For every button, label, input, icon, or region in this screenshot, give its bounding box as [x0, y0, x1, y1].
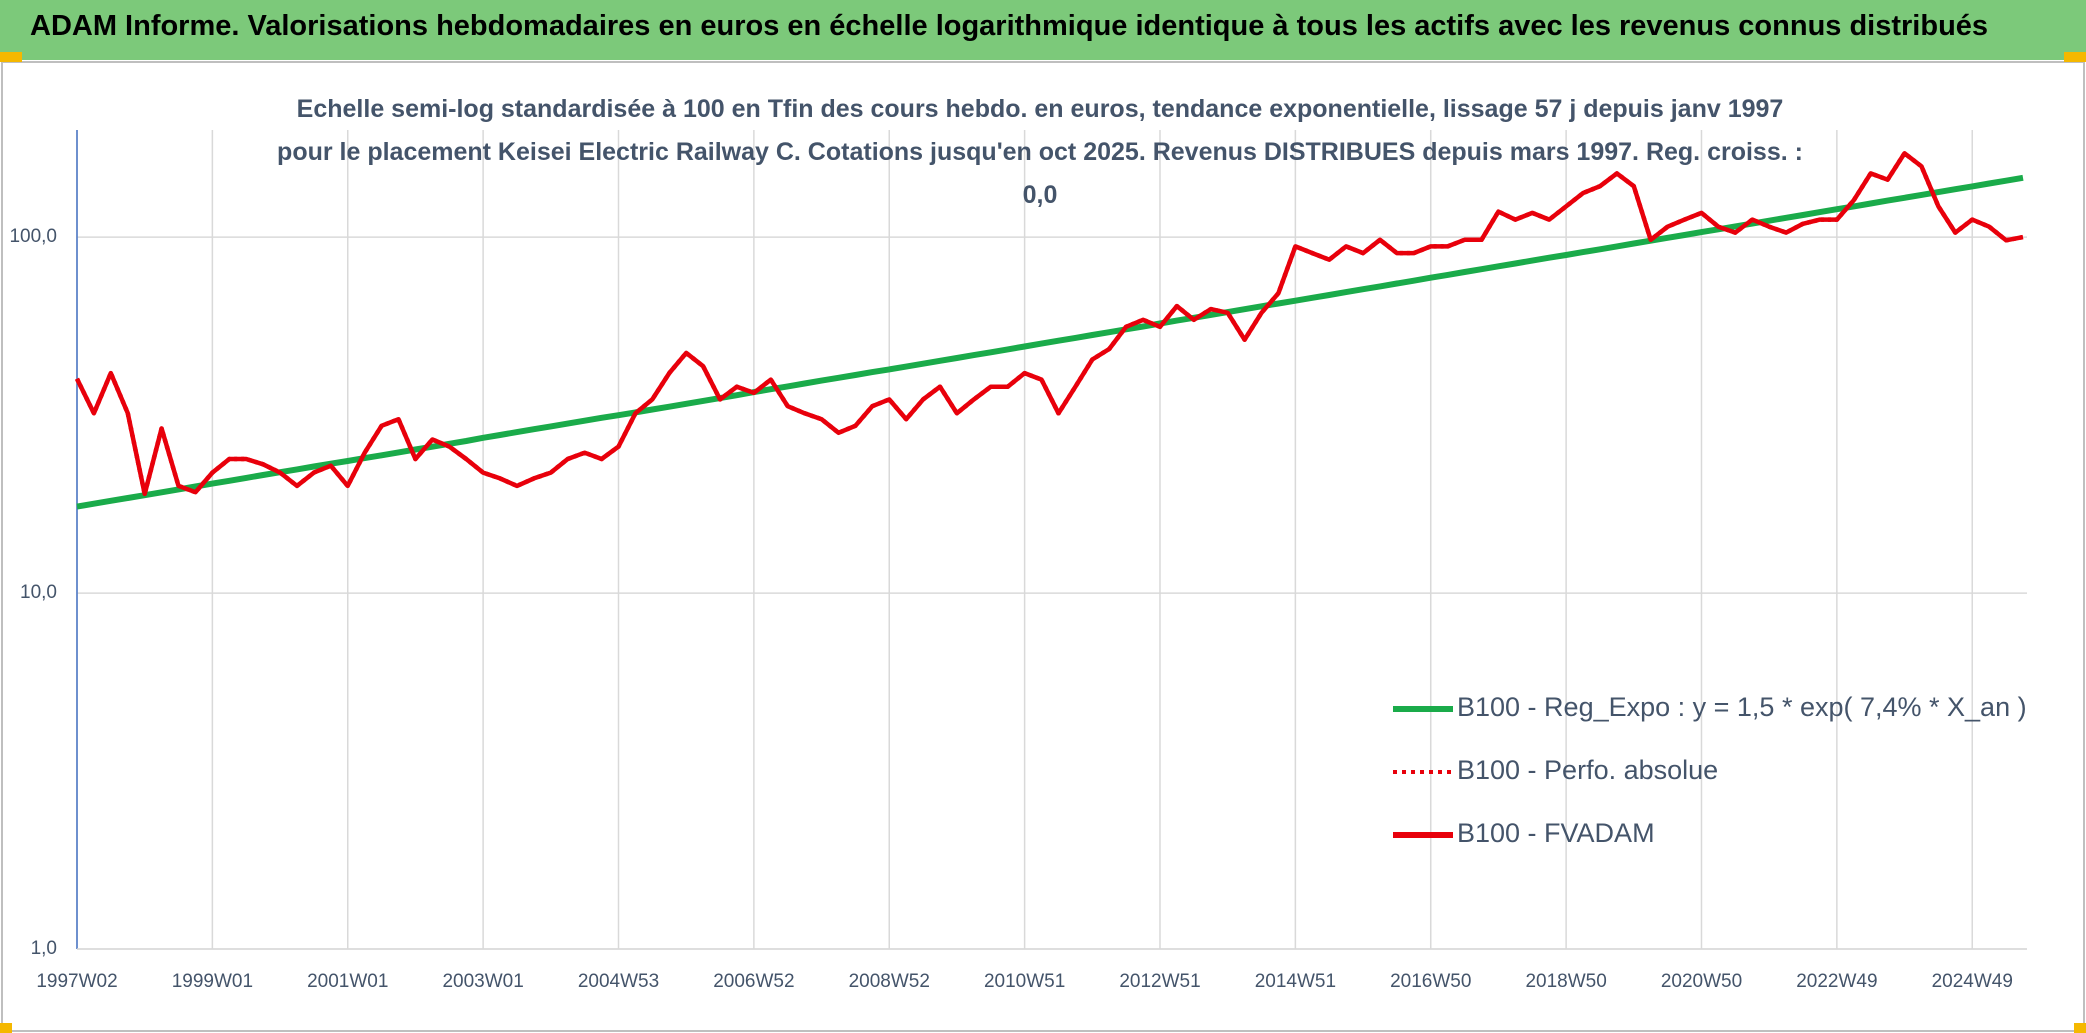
- x-tick-label: 2014W51: [1255, 971, 1336, 992]
- corner: [2074, 1023, 2086, 1033]
- x-tick-label: 2022W49: [1796, 971, 1877, 992]
- x-tick-label: 2006W52: [713, 971, 794, 992]
- chart-title: ADAM Informe. Valorisations hebdomadaire…: [30, 10, 1989, 42]
- chart-subtitle: Echelle semi-log standardisée à 100 en T…: [277, 95, 1803, 209]
- x-tick-label: 2020W50: [1661, 971, 1742, 992]
- y-tick-label: 100,0: [9, 226, 57, 247]
- header: ADAM Informe. Valorisations hebdomadaire…: [0, 0, 2086, 60]
- corner: [2064, 52, 2086, 62]
- x-tick-label: 2016W50: [1390, 971, 1471, 992]
- x-tick-label: 1999W01: [172, 971, 253, 992]
- x-tick-label: 2018W50: [1525, 971, 1606, 992]
- frame: [1, 61, 2085, 1032]
- x-tick-label: 2003W01: [442, 971, 523, 992]
- x-tick-label: 2010W51: [984, 971, 1065, 992]
- x-tick-label: 2001W01: [307, 971, 388, 992]
- series-line: [74, 151, 2024, 497]
- y-tick-label: 1,0: [31, 938, 57, 959]
- legend-label: B100 - FVADAM: [1457, 818, 1655, 848]
- x-tick-label: 2012W51: [1119, 971, 1200, 992]
- x-tick-label: 2008W52: [849, 971, 930, 992]
- x-tick-label: 2004W53: [578, 971, 659, 992]
- x-tick-label: 1997W02: [36, 971, 117, 992]
- legend-label: B100 - Perfo. absolue: [1457, 755, 1718, 785]
- x-tick-label: 2024W49: [1932, 971, 2013, 992]
- corner: [0, 1023, 12, 1033]
- series-line: [76, 174, 2024, 510]
- y-tick-label: 10,0: [20, 582, 57, 603]
- legend-label: B100 - Reg_Expo : y = 1,5 * exp( 7,4% * …: [1457, 692, 2027, 722]
- corner: [0, 52, 22, 62]
